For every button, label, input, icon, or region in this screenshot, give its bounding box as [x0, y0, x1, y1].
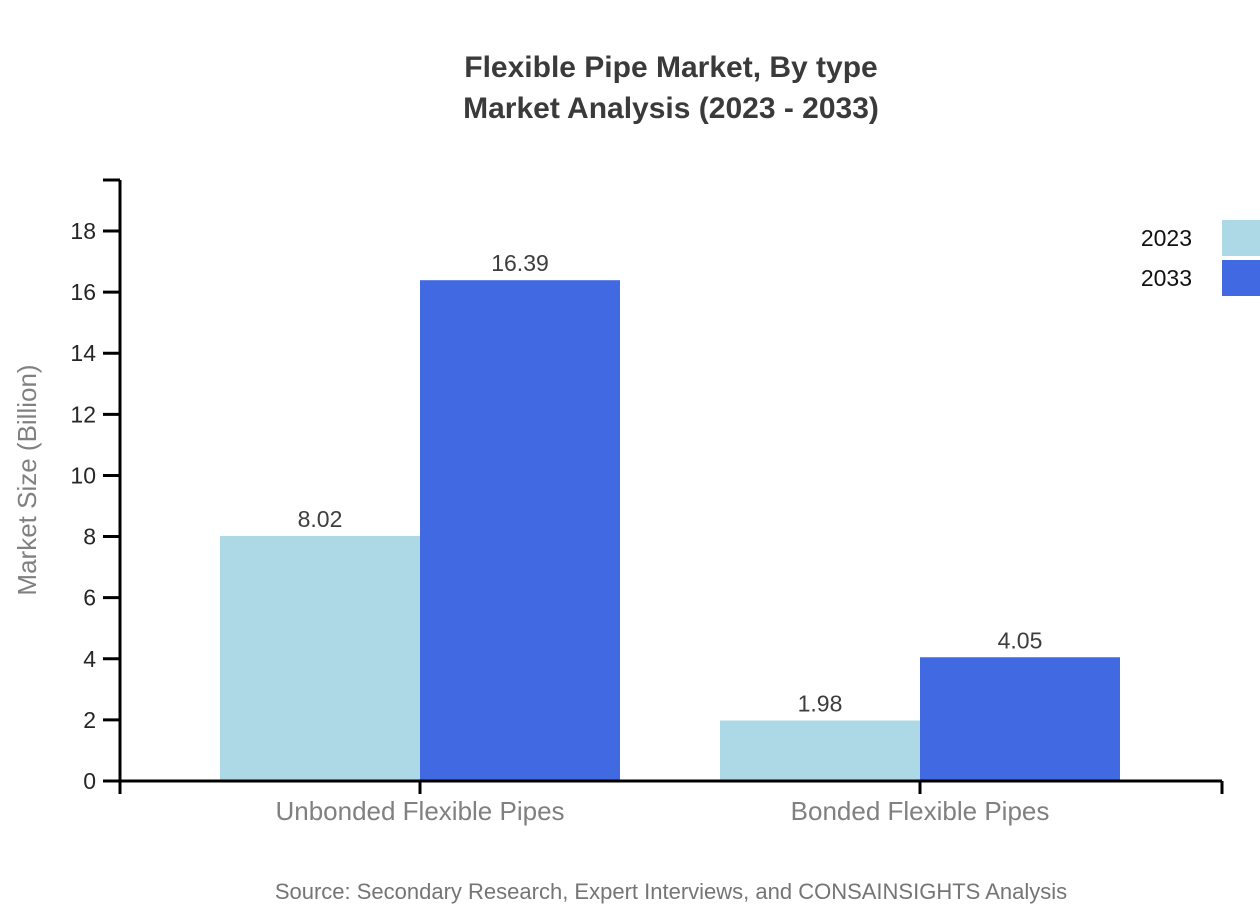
chart-title-line1: Flexible Pipe Market, By type — [464, 51, 878, 84]
bar-value-label-2033-cat1: 4.05 — [998, 627, 1043, 653]
chart-title: Flexible Pipe Market, By type Market Ana… — [120, 47, 1222, 129]
y-tick-label-8: 8 — [83, 524, 96, 550]
chart-legend: 2023 2033 — [1141, 218, 1260, 298]
y-tick-label-6: 6 — [83, 585, 96, 611]
bar-value-label-2033-cat0: 16.39 — [491, 250, 549, 276]
legend-item-2033: 2033 — [1141, 258, 1260, 298]
source-note: Source: Secondary Research, Expert Inter… — [274, 879, 1068, 904]
y-tick-label-18: 18 — [70, 218, 96, 244]
y-tick-label-10: 10 — [70, 462, 96, 488]
legend-label-2033: 2033 — [1140, 264, 1192, 291]
legend-label-2023: 2023 — [1140, 224, 1192, 251]
legend-swatch-2033 — [1222, 260, 1260, 296]
bar-2023-cat0 — [220, 535, 420, 781]
y-tick-label-16: 16 — [70, 279, 96, 305]
legend-item-2023: 2023 — [1141, 218, 1260, 258]
bar-value-label-2023-cat1: 1.98 — [798, 691, 843, 717]
y-tick-label-0: 0 — [83, 768, 96, 794]
bar-2033-cat1 — [920, 657, 1120, 781]
y-tick-label-4: 4 — [83, 646, 96, 672]
y-tick-label-14: 14 — [70, 340, 96, 366]
legend-swatch-2023 — [1222, 220, 1260, 256]
bar-2023-cat1 — [720, 720, 920, 781]
y-tick-label-2: 2 — [83, 707, 96, 733]
x-category-label-0: Unbonded Flexible Pipes — [275, 796, 564, 826]
x-category-label-1: Bonded Flexible Pipes — [791, 796, 1050, 826]
bar-value-label-2023-cat0: 8.02 — [298, 506, 343, 532]
chart-title-line2: Market Analysis (2023 - 2033) — [463, 92, 879, 125]
y-tick-label-12: 12 — [70, 401, 96, 427]
bar-2033-cat0 — [420, 280, 620, 781]
y-axis-title: Market Size (Billion) — [12, 364, 42, 595]
